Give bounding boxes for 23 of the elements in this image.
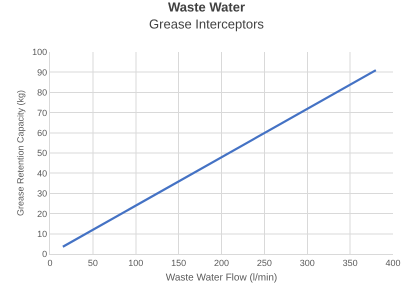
y-tick-label: 40 bbox=[37, 168, 48, 178]
x-tick-label: 300 bbox=[300, 258, 315, 268]
y-tick-label: 100 bbox=[32, 47, 48, 58]
x-tick-label: 100 bbox=[128, 258, 144, 268]
y-tick-label: 60 bbox=[37, 128, 48, 138]
y-axis-title: Grease Retention Capacity (kg) bbox=[16, 90, 26, 216]
x-tick-label: 400 bbox=[385, 258, 401, 268]
chart-title: Waste Water bbox=[168, 0, 246, 15]
x-tick-label: 350 bbox=[342, 258, 358, 268]
y-tick-label: 90 bbox=[37, 67, 48, 78]
y-tick-label: 20 bbox=[37, 208, 48, 219]
x-axis-title: Waste Water Flow (l/min) bbox=[166, 272, 278, 284]
x-tick-label: 250 bbox=[256, 258, 272, 268]
y-tick-label: 30 bbox=[37, 188, 48, 199]
chart-subtitle: Grease Interceptors bbox=[149, 16, 264, 32]
y-tick-label: 70 bbox=[37, 108, 48, 118]
y-tick-label: 80 bbox=[37, 88, 48, 98]
x-tick-label: 150 bbox=[171, 258, 186, 268]
y-tick-label: 50 bbox=[37, 148, 48, 158]
y-tick-label: 0 bbox=[42, 249, 48, 260]
y-tick-label: 10 bbox=[37, 228, 48, 239]
x-tick-label: 200 bbox=[214, 258, 230, 268]
x-tick-label: 50 bbox=[88, 258, 98, 268]
